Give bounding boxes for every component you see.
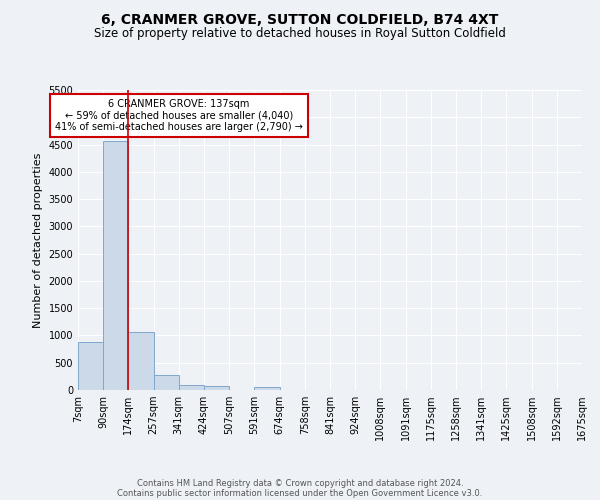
- Text: 6, CRANMER GROVE, SUTTON COLDFIELD, B74 4XT: 6, CRANMER GROVE, SUTTON COLDFIELD, B74 …: [101, 12, 499, 26]
- Text: Size of property relative to detached houses in Royal Sutton Coldfield: Size of property relative to detached ho…: [94, 28, 506, 40]
- Bar: [154, 374, 179, 390]
- Bar: [254, 388, 280, 390]
- Bar: [204, 386, 229, 390]
- Bar: [179, 385, 204, 390]
- Text: 6 CRANMER GROVE: 137sqm
← 59% of detached houses are smaller (4,040)
41% of semi: 6 CRANMER GROVE: 137sqm ← 59% of detache…: [55, 99, 303, 132]
- Bar: [128, 332, 154, 390]
- Bar: [78, 342, 103, 390]
- Bar: [103, 142, 128, 390]
- Text: Contains public sector information licensed under the Open Government Licence v3: Contains public sector information licen…: [118, 488, 482, 498]
- Y-axis label: Number of detached properties: Number of detached properties: [33, 152, 43, 328]
- Text: Contains HM Land Registry data © Crown copyright and database right 2024.: Contains HM Land Registry data © Crown c…: [137, 478, 463, 488]
